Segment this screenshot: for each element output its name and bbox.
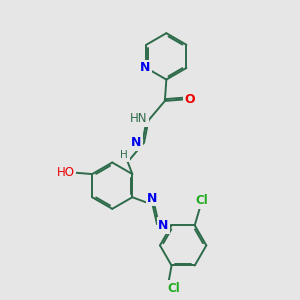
Text: H: H — [120, 150, 128, 161]
Text: N: N — [147, 192, 158, 205]
Text: N: N — [140, 61, 150, 74]
Text: N: N — [130, 136, 141, 149]
Text: HO: HO — [56, 166, 74, 179]
Text: Cl: Cl — [195, 194, 208, 207]
Text: N: N — [158, 219, 169, 232]
Text: HN: HN — [130, 112, 148, 125]
Text: O: O — [184, 93, 195, 106]
Text: Cl: Cl — [168, 282, 180, 295]
